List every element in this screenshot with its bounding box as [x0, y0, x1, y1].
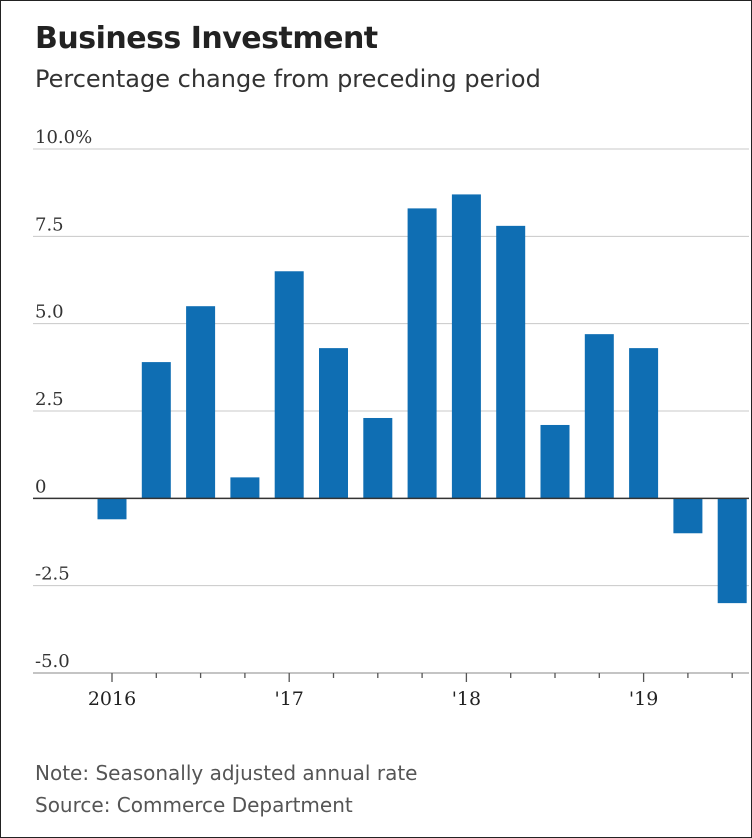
- y-tick-label: -5.0: [35, 651, 70, 672]
- x-tick-label: '18: [452, 688, 481, 710]
- y-tick-label: 7.5: [35, 214, 64, 235]
- chart-source: Source: Commerce Department: [35, 793, 353, 817]
- chart-title: Business Investment: [35, 21, 378, 56]
- bar: [407, 208, 437, 499]
- bar: [451, 194, 481, 499]
- bar: [97, 498, 127, 520]
- bar: [540, 424, 570, 499]
- chart-note: Note: Seasonally adjusted annual rate: [35, 761, 418, 785]
- y-tick-label: 0: [35, 476, 46, 497]
- x-tick-label: '17: [274, 688, 303, 710]
- y-tick-label: 10.0%: [35, 127, 92, 148]
- bar: [319, 348, 348, 499]
- y-tick-label: 5.0: [35, 302, 64, 323]
- y-tick-label: 2.5: [35, 389, 64, 410]
- bar: [629, 348, 659, 499]
- y-tick-label: -2.5: [35, 564, 70, 585]
- bar: [230, 477, 260, 499]
- bar: [363, 417, 393, 499]
- bar: [496, 225, 526, 499]
- bar: [274, 271, 304, 499]
- bar: [717, 498, 747, 604]
- bar: [673, 498, 703, 534]
- chart-subtitle: Percentage change from preceding period: [35, 65, 541, 93]
- bar: [141, 362, 171, 499]
- x-tick-label: '19: [629, 688, 658, 710]
- bar: [186, 306, 216, 499]
- x-tick-label: 2016: [88, 688, 136, 710]
- bar: [584, 334, 614, 499]
